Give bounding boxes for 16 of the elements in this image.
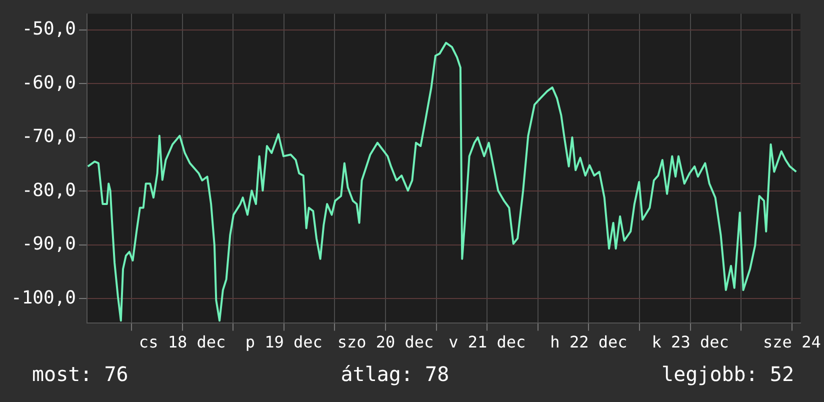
text: legjobb: 52 [662, 362, 794, 386]
text: átlag: 78 [340, 362, 450, 386]
x-tick-label: h 22 dec [550, 332, 628, 352]
text: most: 76 [32, 362, 128, 386]
x-tick-label: sze 24 [763, 332, 821, 352]
y-tick-label: -50,0 [22, 18, 76, 40]
y-tick-label: -80,0 [22, 180, 76, 201]
y-tick-label: -90,0 [22, 234, 76, 255]
y-tick-label: -60,0 [22, 72, 76, 94]
x-tick-label: v 21 dec [448, 332, 526, 352]
y-tick-label: -70,0 [22, 126, 76, 148]
x-tick-label: szo 20 dec [337, 332, 434, 352]
x-tick-label: p 19 dec [245, 332, 322, 352]
x-tick-label: cs 18 dec [138, 332, 226, 352]
y-tick-label: -100,0 [10, 287, 76, 308]
x-tick-label: k 23 dec [652, 332, 729, 352]
